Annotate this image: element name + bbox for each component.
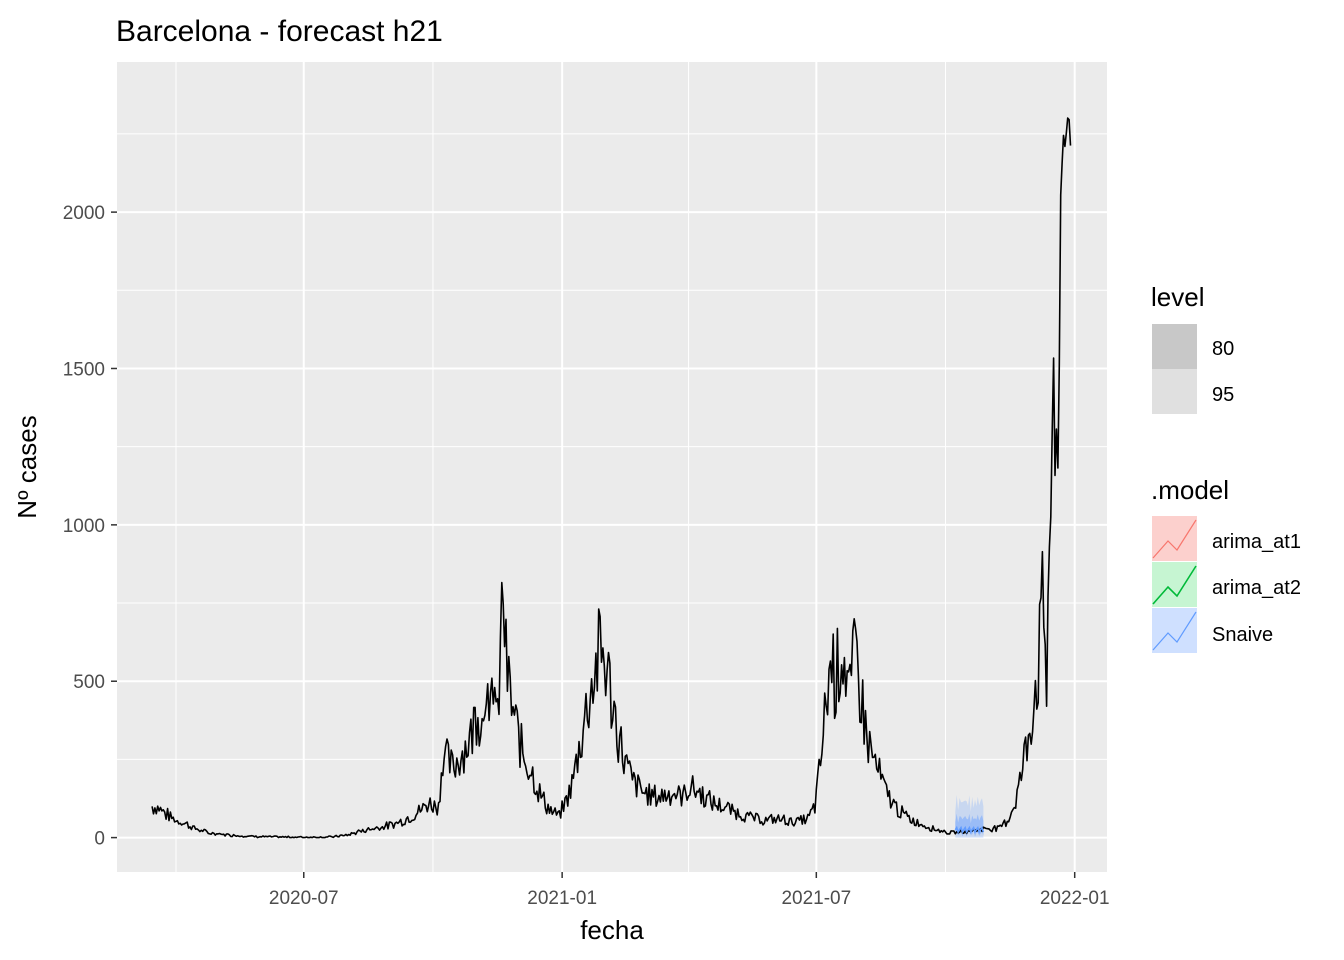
plot-panel (117, 62, 1107, 872)
y-tick-label-4: 2000 (63, 203, 105, 224)
legend-label-arima-at2: arima_at2 (1212, 577, 1301, 599)
legend-label-80: 80 (1212, 338, 1234, 360)
chart-title: Barcelona - forecast h21 (116, 15, 443, 48)
y-axis: 0 500 1000 1500 2000 (63, 203, 117, 850)
x-axis-title: fecha (580, 915, 644, 945)
legend-level: level 80 95 (1151, 282, 1234, 414)
legend-model: .model arima_at1 arima_at2 Snaive (1151, 475, 1301, 653)
x-tick-label-3: 2022-01 (1040, 888, 1110, 909)
x-axis: 2020-07 2021-01 2021-07 2022-01 (269, 872, 1110, 909)
y-tick-label-1: 500 (73, 672, 105, 693)
legend-label-arima-at1: arima_at1 (1212, 531, 1301, 553)
x-tick-label-1: 2021-01 (527, 888, 597, 909)
x-tick-label-2: 2021-07 (781, 888, 851, 909)
snaive-band-95 (955, 794, 984, 838)
legend-label-95: 95 (1212, 384, 1234, 406)
cases-series-line (151, 117, 1072, 839)
snaive-forecast-mean (954, 825, 985, 835)
y-axis-title: Nº cases (12, 415, 42, 518)
grid-major (117, 62, 1107, 872)
y-tick-label-3: 1500 (63, 359, 105, 380)
legend-model-title: .model (1151, 475, 1229, 505)
legend-line-arima-at1 (1152, 519, 1197, 559)
legend-swatch-80 (1152, 324, 1197, 369)
y-tick-label-0: 0 (94, 829, 105, 850)
legend-line-arima-at2 (1152, 565, 1197, 605)
legend-swatch-snaive (1152, 608, 1197, 653)
legend-level-title: level (1151, 282, 1204, 312)
legend-swatch-95 (1152, 369, 1197, 414)
legend-label-snaive: Snaive (1212, 624, 1273, 646)
x-tick-label-0: 2020-07 (269, 888, 339, 909)
y-tick-label-2: 1000 (63, 516, 105, 537)
legend-swatch-arima-at2 (1152, 562, 1197, 607)
legend-line-snaive (1152, 611, 1197, 651)
grid-minor (117, 62, 1107, 872)
legend-swatch-arima-at1 (1152, 516, 1197, 561)
